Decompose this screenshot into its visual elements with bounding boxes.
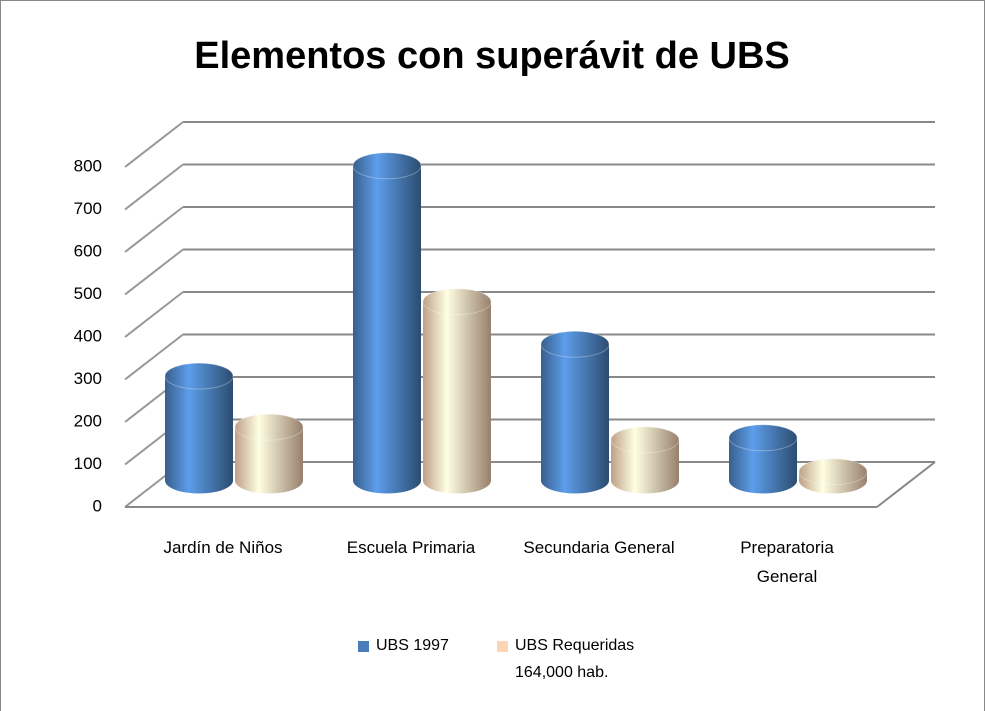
x-tick-label: Secundaria General — [523, 538, 675, 557]
bar-top — [540, 330, 610, 358]
legend-label: UBS Requeridas 164,000 hab. — [515, 637, 635, 681]
grid-diagonal — [124, 333, 184, 381]
legend-swatch — [497, 641, 508, 652]
legend-swatch — [358, 641, 369, 652]
y-tick-label: 200 — [74, 411, 102, 430]
bar-top — [234, 413, 304, 441]
x-tick-label: Jardín de Niños — [163, 538, 283, 557]
chart-title: Elementos con superávit de UBS — [194, 35, 790, 77]
bar — [423, 301, 491, 494]
grid-diagonal — [124, 291, 184, 338]
y-tick-label: 400 — [74, 326, 102, 345]
bar — [729, 437, 797, 494]
y-tick-label: 600 — [74, 241, 102, 260]
bar — [235, 427, 303, 494]
bar-top — [352, 152, 422, 180]
floor-right — [876, 461, 936, 508]
bar-top — [610, 426, 680, 454]
grid-diagonal — [124, 163, 184, 211]
y-tick-label: 800 — [74, 156, 102, 175]
grid-diagonal — [124, 206, 184, 253]
grid-diagonal — [124, 248, 184, 296]
grid-diagonal — [124, 121, 184, 168]
bar-top — [798, 458, 868, 486]
y-tick-label: 700 — [74, 199, 102, 218]
bar — [611, 439, 679, 494]
bar-top — [422, 288, 492, 316]
y-tick-label: 500 — [74, 284, 102, 303]
bar-top — [728, 424, 798, 452]
y-tick-label: 300 — [74, 369, 102, 388]
x-tick-label: Escuela Primaria — [346, 538, 476, 557]
bar — [165, 376, 233, 494]
bar — [541, 344, 609, 494]
bar-top — [164, 362, 234, 390]
legend-label: UBS 1997 — [376, 637, 449, 654]
bar — [353, 165, 421, 494]
y-tick-label: 0 — [93, 496, 102, 515]
y-tick-label: 100 — [74, 454, 102, 473]
x-tick-label: Preparatoria General — [740, 538, 834, 586]
